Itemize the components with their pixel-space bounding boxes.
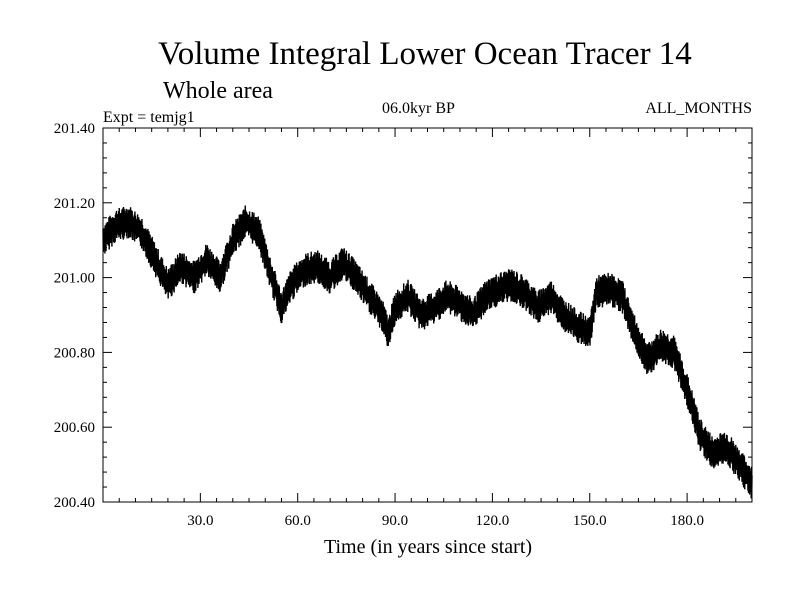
y-axis-ticks: 200.40 200.60 200.80 201.00 201.20 201.40 <box>54 121 752 511</box>
series-layer <box>102 205 753 499</box>
chart-title: Volume Integral Lower Ocean Tracer 14 <box>158 36 692 72</box>
period-label: 06.0kyr BP <box>382 100 455 117</box>
y-tick-label: 201.40 <box>54 121 95 137</box>
months-label: ALL_MONTHS <box>645 100 752 117</box>
expt-label: Expt = temjg1 <box>103 109 195 126</box>
chart-subtitle: Whole area <box>163 78 273 104</box>
x-tick-label: 150.0 <box>573 513 607 529</box>
x-tick-label: 30.0 <box>187 513 213 529</box>
x-tick-label: 90.0 <box>382 513 408 529</box>
x-axis-ticks: 30.0 60.0 90.0 120.0 150.0 180.0 <box>102 128 753 529</box>
series-line <box>102 205 753 499</box>
y-tick-label: 200.80 <box>54 345 95 361</box>
x-tick-label: 120.0 <box>476 513 510 529</box>
y-tick-label: 200.40 <box>54 495 95 511</box>
x-axis-label: Time (in years since start) <box>324 536 532 558</box>
x-tick-label: 60.0 <box>285 513 311 529</box>
y-tick-label: 201.00 <box>54 271 95 287</box>
y-tick-label: 201.20 <box>54 196 95 212</box>
x-tick-label: 180.0 <box>670 513 704 529</box>
y-tick-label: 200.60 <box>54 420 95 436</box>
